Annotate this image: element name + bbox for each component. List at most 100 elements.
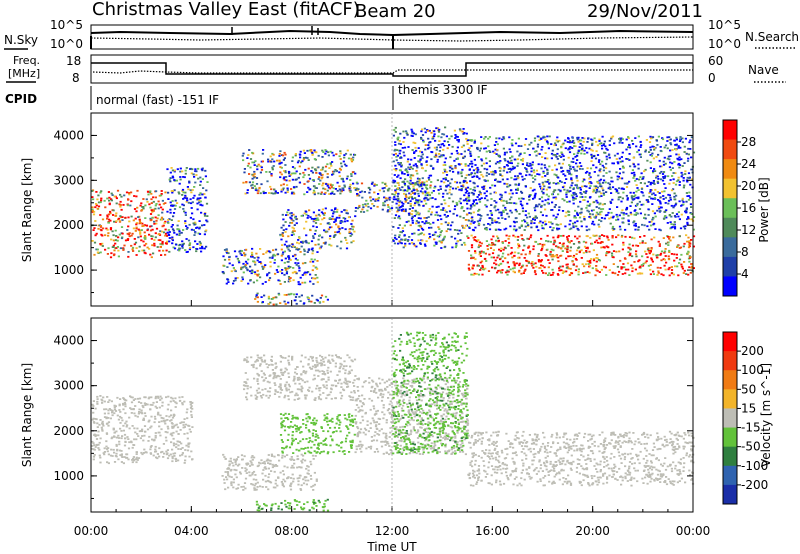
echo-cell xyxy=(129,407,132,409)
echo-cell xyxy=(255,252,258,255)
echo-cell xyxy=(428,129,431,132)
echo-cell xyxy=(581,263,584,266)
echo-cell xyxy=(689,148,692,150)
echo-cell xyxy=(677,215,680,218)
echo-cell xyxy=(460,146,464,148)
echo-cell xyxy=(135,438,138,441)
echo-cell xyxy=(437,226,440,229)
echo-cell xyxy=(144,235,147,237)
echo-cell xyxy=(277,279,280,282)
echo-cell xyxy=(541,265,544,267)
echo-cell xyxy=(351,225,354,228)
echo-cell xyxy=(461,130,464,133)
echo-region xyxy=(166,167,209,253)
echo-cell xyxy=(120,437,123,440)
echo-cell xyxy=(175,443,178,446)
echo-cell xyxy=(435,127,438,130)
echo-cell xyxy=(488,165,491,168)
echo-cell xyxy=(680,204,683,207)
echo-cell xyxy=(655,256,659,259)
echo-cell xyxy=(434,231,437,234)
echo-cell xyxy=(687,243,691,246)
echo-cell xyxy=(527,260,530,263)
echo-cell xyxy=(499,258,502,261)
echo-cell xyxy=(178,396,181,399)
echo-cell xyxy=(649,273,652,276)
echo-cell xyxy=(373,184,376,187)
echo-cell xyxy=(115,197,118,200)
echo-cell xyxy=(649,249,652,252)
echo-cell xyxy=(457,240,460,242)
echo-cell xyxy=(400,201,404,204)
echo-cell xyxy=(688,177,691,180)
echo-cell xyxy=(295,185,298,188)
echo-cell xyxy=(681,173,684,176)
echo-cell xyxy=(113,249,116,252)
echo-cell xyxy=(267,160,270,163)
echo-cell xyxy=(496,256,499,259)
echo-cell xyxy=(228,255,231,258)
echo-cell xyxy=(532,147,535,150)
echo-cell xyxy=(514,235,517,238)
echo-cell xyxy=(401,208,404,211)
echo-cell xyxy=(583,137,586,140)
echo-cell xyxy=(137,236,140,239)
echo-cell xyxy=(416,172,419,175)
echo-cell xyxy=(525,174,528,177)
echo-cell xyxy=(521,264,525,267)
echo-cell xyxy=(621,273,624,275)
echo-cell xyxy=(326,176,329,179)
echo-cell xyxy=(303,174,306,176)
echo-cell xyxy=(287,235,290,238)
echo-cell xyxy=(279,176,282,179)
echo-cell xyxy=(314,187,317,189)
echo-cell xyxy=(133,238,136,240)
echo-cell xyxy=(104,248,107,251)
echo-cell xyxy=(566,239,570,242)
echo-cell xyxy=(262,192,265,195)
echo-cell xyxy=(137,457,141,459)
echo-cell xyxy=(687,198,691,201)
echo-cell xyxy=(294,153,297,155)
echo-cell xyxy=(515,178,518,181)
echo-cell xyxy=(590,258,593,260)
echo-cell xyxy=(175,402,178,405)
echo-cell xyxy=(467,194,470,197)
echo-cell xyxy=(662,171,666,173)
echo-cell xyxy=(681,141,684,144)
echo-cell xyxy=(517,182,521,185)
echo-cell xyxy=(151,404,154,406)
echo-cell xyxy=(492,235,495,238)
echo-cell xyxy=(283,300,286,303)
echo-cell xyxy=(476,166,479,169)
echo-cell xyxy=(413,151,416,153)
echo-cell xyxy=(481,186,484,189)
echo-cell xyxy=(343,184,346,187)
echo-cell xyxy=(558,242,561,244)
echo-cell xyxy=(580,193,583,195)
echo-cell xyxy=(297,239,300,241)
echo-cell xyxy=(157,413,160,416)
echo-cell xyxy=(280,161,283,164)
echo-cell xyxy=(203,247,206,250)
echo-cell xyxy=(309,260,312,263)
echo-cell xyxy=(478,190,481,193)
echo-cell xyxy=(459,215,462,218)
echo-cell xyxy=(141,404,144,407)
echo-cell xyxy=(681,267,684,270)
echo-cell xyxy=(124,405,127,408)
echo-cell xyxy=(436,161,439,163)
echo-cell xyxy=(542,136,545,139)
echo-cell xyxy=(134,414,137,417)
echo-cell xyxy=(417,155,420,157)
echo-cell xyxy=(398,215,401,218)
echo-cell xyxy=(115,452,118,455)
echo-cell xyxy=(322,182,325,185)
echo-cell xyxy=(266,274,269,277)
echo-cell xyxy=(472,192,475,195)
echo-cell xyxy=(557,193,560,196)
echo-cell xyxy=(404,197,407,200)
echo-cell xyxy=(302,149,305,152)
echo-cell xyxy=(313,233,317,235)
echo-cell xyxy=(612,162,615,165)
